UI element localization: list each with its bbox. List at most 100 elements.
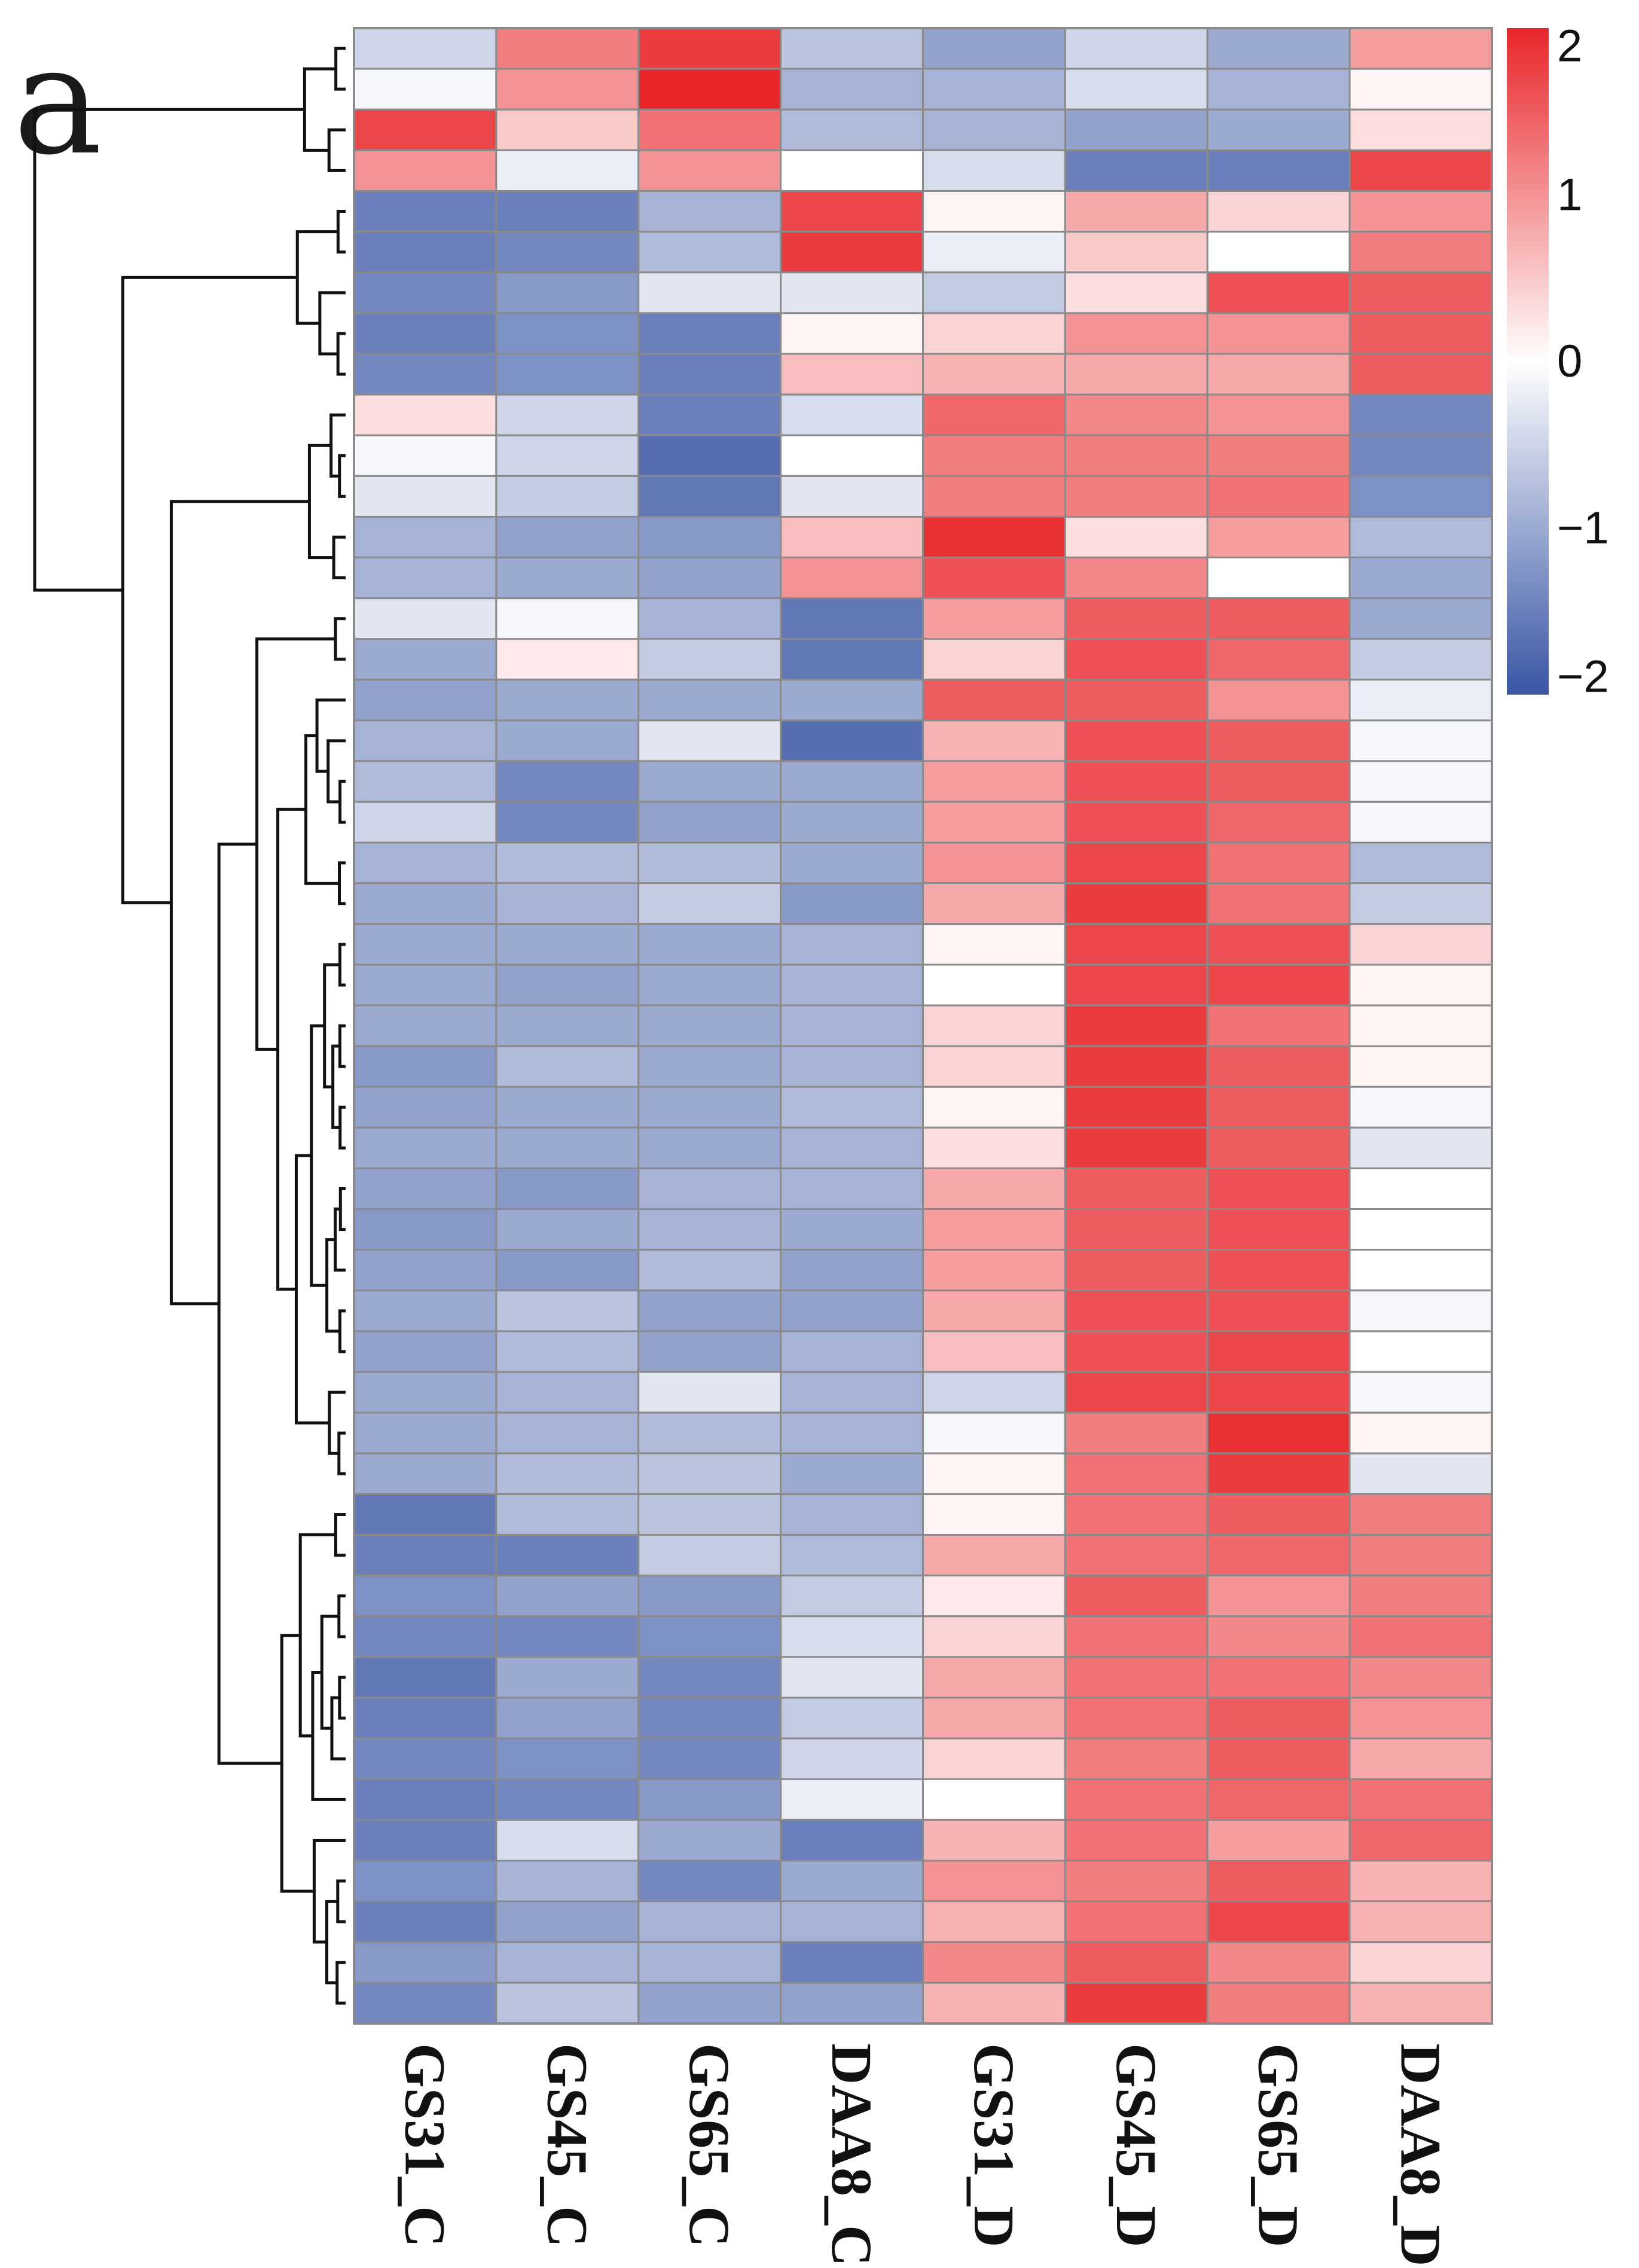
heatmap-cell [1064, 1982, 1208, 2025]
dendrogram-branch [280, 1634, 315, 1893]
heatmap-cell [637, 149, 782, 192]
heatmap-cell [495, 923, 640, 966]
heatmap-cell [922, 841, 1066, 885]
heatmap-cell [1348, 1615, 1493, 1658]
heatmap-cell [922, 1411, 1066, 1454]
heatmap-cell [637, 1289, 782, 1332]
heatmap-cell [1064, 271, 1208, 314]
heatmap-cell [922, 1534, 1066, 1577]
heatmap-cell [353, 1697, 498, 1740]
heatmap-cell [780, 1656, 924, 1699]
heatmap-cell [353, 1411, 498, 1454]
heatmap-cell [495, 1004, 640, 1047]
column-label: GS65_D [1247, 2043, 1311, 2247]
heatmap-cell [353, 353, 498, 396]
heatmap-cell [1064, 760, 1208, 803]
heatmap-cell [1348, 1941, 1493, 1984]
heatmap-cell [637, 760, 782, 803]
heatmap-cell [495, 1208, 640, 1251]
heatmap-cell [780, 1330, 924, 1373]
dendrogram-branch [303, 67, 336, 152]
heatmap-cell [637, 271, 782, 314]
heatmap-cell [495, 1371, 640, 1414]
heatmap-cell [922, 638, 1066, 681]
heatmap-cell [922, 108, 1066, 151]
heatmap-cell [1206, 1900, 1351, 1943]
heatmap-cell [780, 1900, 924, 1943]
heatmap-cell [353, 882, 498, 925]
heatmap-cell [1348, 1126, 1493, 1169]
heatmap-cell [353, 271, 498, 314]
heatmap-cell [495, 393, 640, 436]
heatmap-cell [1348, 557, 1493, 600]
heatmap-cell [1348, 964, 1493, 1007]
heatmap-cell [922, 231, 1066, 274]
heatmap-cell [1064, 475, 1208, 518]
heatmap-cell [1348, 1249, 1493, 1292]
heatmap-cell [495, 1289, 640, 1332]
heatmap-cell [780, 1575, 924, 1618]
heatmap-cell [1348, 515, 1493, 559]
heatmap-cell [1206, 1289, 1351, 1332]
heatmap-cell [637, 353, 782, 396]
heatmap-cell [495, 1167, 640, 1211]
heatmap-cell [1348, 882, 1493, 925]
heatmap-cell [1348, 1004, 1493, 1047]
heatmap-cell [1348, 678, 1493, 722]
heatmap-cell [780, 760, 924, 803]
heatmap-cell [922, 149, 1066, 192]
heatmap-cell [780, 312, 924, 355]
heatmap-cell [922, 1860, 1066, 1903]
heatmap-cell [1206, 841, 1351, 885]
heatmap-cell [1064, 1534, 1208, 1577]
heatmap-cell [637, 800, 782, 843]
heatmap-cell [1348, 1778, 1493, 1821]
heatmap-cell [637, 557, 782, 600]
heatmap-cell [1348, 1982, 1493, 2025]
heatmap-cell [1348, 434, 1493, 477]
heatmap-cell [1206, 149, 1351, 192]
heatmap-cell [1206, 1330, 1351, 1373]
heatmap-cell [1206, 557, 1351, 600]
heatmap-cell [637, 475, 782, 518]
heatmap-cell [780, 27, 924, 70]
heatmap-cell [353, 475, 498, 518]
heatmap-cell [637, 1004, 782, 1047]
heatmap-cell [1064, 1737, 1208, 1780]
heatmap-cell [1206, 1452, 1351, 1495]
heatmap-cell [780, 1737, 924, 1780]
dendrogram-branch [323, 963, 340, 1089]
column-label: DAA8_C [820, 2043, 884, 2266]
heatmap-cell [353, 515, 498, 559]
heatmap-cell [1348, 800, 1493, 843]
heatmap-cells [353, 27, 1493, 2025]
dendrogram-branch [334, 1208, 346, 1272]
heatmap-cell [922, 1126, 1066, 1169]
heatmap-cell [1348, 271, 1493, 314]
heatmap-cell [780, 1208, 924, 1251]
column-label: DAA8_D [1389, 2043, 1453, 2266]
heatmap-cell [1064, 1167, 1208, 1211]
heatmap-cell [1064, 189, 1208, 233]
heatmap-cell [1348, 1493, 1493, 1536]
heatmap-cell [780, 923, 924, 966]
heatmap-cell [1206, 1860, 1351, 1903]
heatmap-cell [780, 638, 924, 681]
heatmap-cell [495, 1615, 640, 1658]
heatmap-cell [922, 557, 1066, 600]
dendrogram-branch [329, 413, 346, 478]
heatmap-cell [637, 434, 782, 477]
heatmap-cell [1064, 231, 1208, 274]
heatmap-cell [1348, 475, 1493, 518]
heatmap-cell [1206, 1656, 1351, 1699]
heatmap-cell [1064, 638, 1208, 681]
heatmap-cell [1206, 515, 1351, 559]
heatmap-cell [637, 1086, 782, 1129]
heatmap-cell [1206, 1534, 1351, 1577]
heatmap-cell [1348, 1289, 1493, 1332]
heatmap-cell [1064, 1208, 1208, 1251]
heatmap-cell [780, 1371, 924, 1414]
heatmap-cell [780, 271, 924, 314]
heatmap-cell [637, 1208, 782, 1251]
heatmap-cell [637, 638, 782, 681]
